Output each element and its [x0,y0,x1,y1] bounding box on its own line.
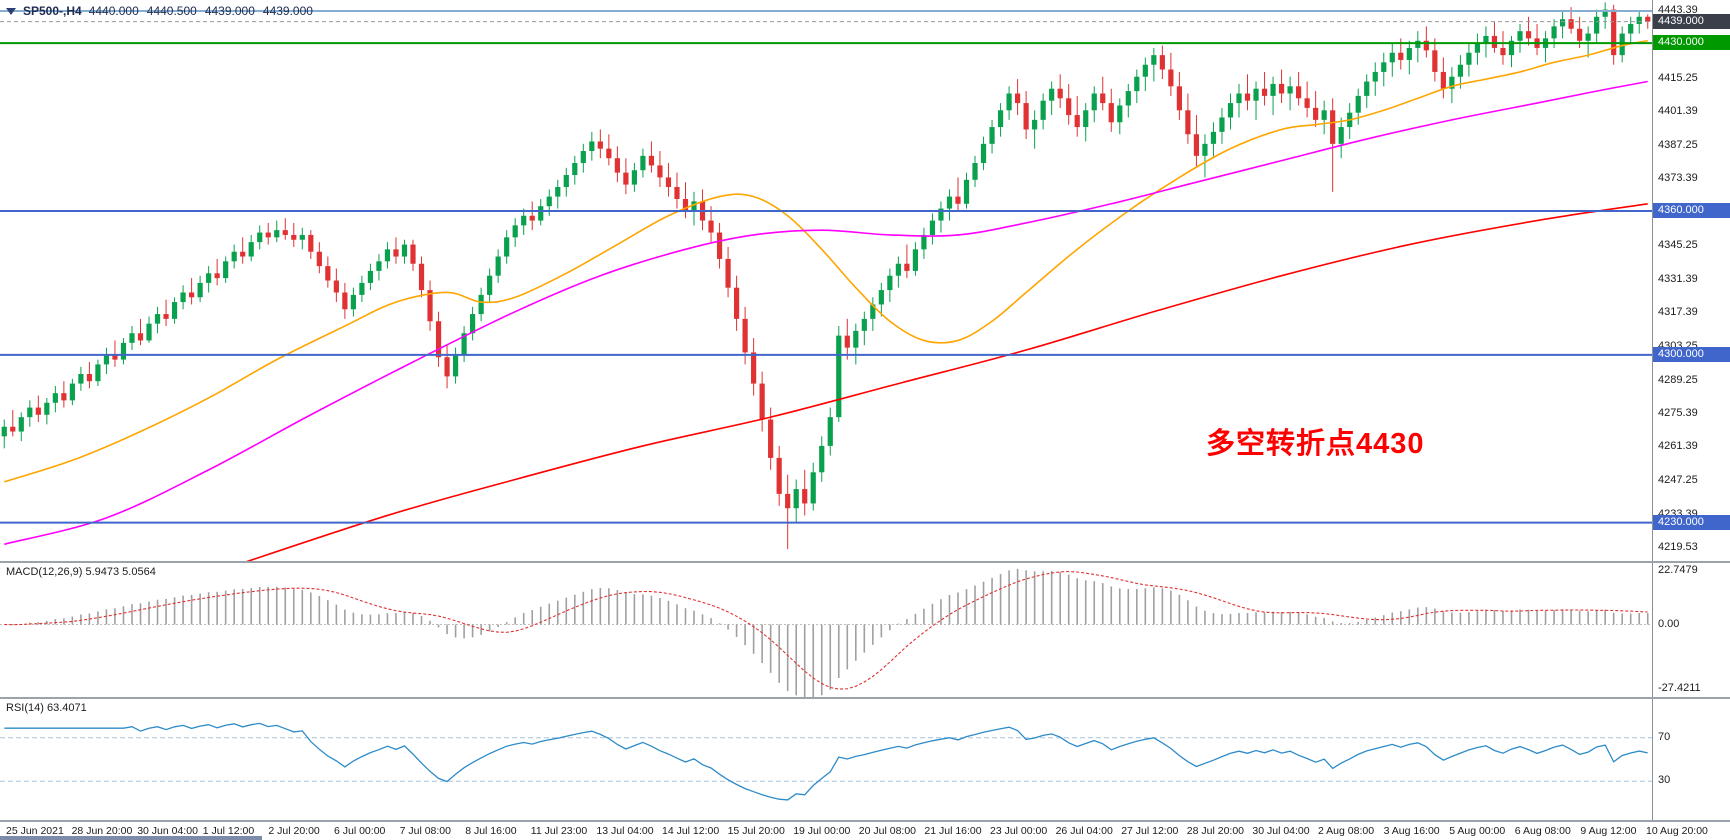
time-tick-label: 11 Jul 23:00 [530,825,588,837]
ohlc-readout: 4440.000 4440.500 4439.000 4439.000 [89,4,313,18]
time-tick-label: 1 Jul 12:00 [202,825,255,837]
hline-price-tag: 4230.000 [1653,514,1730,530]
hline-price-tag: 4360.000 [1653,202,1730,218]
time-tick-label: 21 Jul 16:00 [924,825,982,837]
macd-axis-min-label: -27.4211 [1658,682,1701,694]
time-tick-label: 5 Aug 00:00 [1449,825,1506,837]
time-tick-label: 2 Aug 08:00 [1318,825,1375,837]
current-price-tag: 4439.000 [1653,13,1730,29]
price-tick-label: 4345.25 [1658,239,1698,252]
price-tick-label: 4387.25 [1658,138,1698,151]
time-tick-label: 14 Jul 12:00 [662,825,720,837]
time-tick-label: 30 Jul 04:00 [1252,825,1310,837]
time-tick-label: 25 Jun 2021 [6,825,64,837]
price-tick-label: 4373.39 [1658,171,1698,184]
time-tick-label: 28 Jul 20:00 [1186,825,1245,837]
hline-price-tag: 4430.000 [1653,35,1730,51]
chart-title-bar: SP500-,H4 4440.000 4440.500 4439.000 443… [6,4,313,18]
time-tick-label: 19 Jul 00:00 [793,825,851,837]
price-tick-label: 4443.39 [1658,4,1698,17]
price-tick-label: 4261.39 [1658,440,1698,453]
macd-panel-canvas[interactable] [0,563,1652,697]
price-tick-label: 4331.39 [1658,272,1698,285]
time-tick-label: 3 Aug 16:00 [1383,825,1440,837]
rsi-level-label: 30 [1658,774,1671,787]
ohlc-low: 4439.000 [204,4,255,18]
time-tick-label: 27 Jul 12:00 [1121,825,1179,837]
rsi-panel-canvas[interactable] [0,699,1652,820]
price-tick-label: 4401.39 [1658,104,1698,117]
time-tick-label: 28 Jun 20:00 [71,825,133,837]
time-tick-label: 9 Aug 12:00 [1580,825,1637,837]
horizontal-scrollbar[interactable] [0,836,262,840]
ohlc-high: 4440.500 [146,4,197,18]
panel-separator[interactable] [0,820,1730,822]
macd-axis-max-label: 22.7479 [1658,564,1698,576]
ohlc-open: 4440.000 [88,4,139,18]
time-tick-label: 23 Jul 00:00 [990,825,1048,837]
price-tick-label: 4275.39 [1658,406,1698,419]
time-tick-label: 7 Jul 08:00 [399,825,451,837]
price-tick-label: 4219.53 [1658,540,1698,553]
symbol-dropdown-icon[interactable] [6,7,16,15]
time-tick-label: 20 Jul 08:00 [858,825,917,837]
time-tick-label: 10 Aug 20:00 [1646,825,1708,837]
price-axis[interactable]: 4443.39 4415.25 4401.39 4387.25 4373.39 4345.… [1652,0,1730,822]
time-tick-label: 8 Jul 16:00 [465,825,517,837]
time-tick-label: 6 Aug 08:00 [1514,825,1571,837]
time-tick-label: 6 Jul 00:00 [334,825,386,837]
time-axis[interactable]: 25 Jun 2021 28 Jun 20:00 30 Jun 04:00 1 Jul… [0,822,1730,840]
ohlc-close: 4439.000 [262,4,313,18]
price-tick-label: 4289.25 [1658,373,1698,386]
panel-separator[interactable] [0,561,1730,563]
macd-indicator-label: MACD(12,26,9) 5.9473 5.0564 [6,566,156,578]
time-tick-label: 15 Jul 20:00 [727,825,785,837]
main-price-chart-canvas[interactable] [0,0,1652,561]
rsi-level-label: 70 [1658,730,1671,743]
symbol-timeframe-label: SP500-,H4 [23,4,82,18]
time-tick-label: 13 Jul 04:00 [596,825,654,837]
rsi-indicator-label: RSI(14) 63.4071 [6,702,87,714]
macd-axis-zero-label: 0.00 [1658,617,1680,630]
time-tick-label: 2 Jul 20:00 [268,825,320,837]
price-tick-label: 4317.39 [1658,306,1698,319]
hline-price-tag: 4300.000 [1653,346,1730,362]
price-tick-label: 4247.25 [1658,474,1698,487]
time-tick-label: 30 Jun 04:00 [137,825,198,837]
price-tick-label: 4415.25 [1658,71,1698,84]
panel-separator[interactable] [0,697,1730,699]
chart-annotation-text: 多空转折点4430 [1206,428,1425,460]
time-tick-label: 26 Jul 04:00 [1055,825,1113,837]
